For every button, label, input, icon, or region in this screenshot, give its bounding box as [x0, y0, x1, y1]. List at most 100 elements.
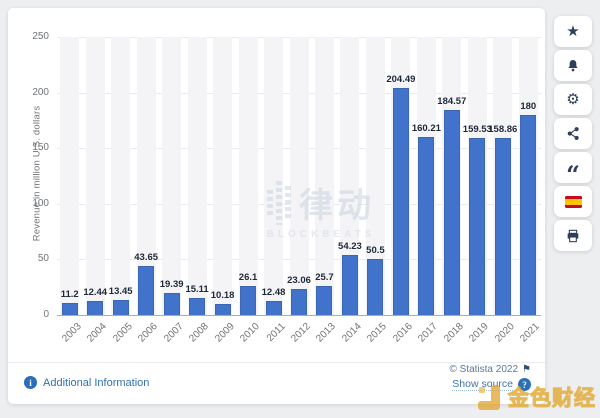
category-band [162, 37, 182, 315]
y-axis-title: Revenue in million U.S. dollars [31, 105, 43, 242]
bar-2005[interactable] [112, 300, 129, 315]
x-tick-label: 2009 [212, 321, 237, 345]
x-tick-label: 2012 [289, 321, 313, 345]
bar-2018[interactable] [443, 109, 460, 315]
bar-2021[interactable] [520, 114, 537, 315]
cite-button[interactable]: “ [554, 152, 592, 186]
bar-2004[interactable] [87, 301, 104, 315]
value-label: 15.11 [185, 284, 209, 296]
x-tick-label: 2005 [110, 321, 135, 345]
value-label: 204.49 [386, 73, 416, 85]
share-icon [567, 127, 579, 140]
x-tick-label: 2006 [136, 321, 160, 345]
y-tick-label: 50 [37, 253, 49, 265]
x-tick-label: 2008 [187, 321, 211, 345]
x-tick-label: 2019 [467, 321, 492, 345]
category-band [60, 37, 80, 315]
bar-2003[interactable] [61, 302, 78, 315]
info-icon: i [24, 376, 37, 389]
question-icon: ? [518, 378, 531, 391]
show-source-label: Show source [452, 378, 513, 391]
bar-2017[interactable] [418, 136, 435, 315]
star-icon: ★ [566, 23, 580, 40]
x-axis-line [57, 315, 541, 316]
bar-2011[interactable] [265, 301, 282, 315]
x-tick-label: 2007 [161, 321, 186, 345]
value-label: 12.48 [261, 287, 286, 299]
copyright-text: © Statista 2022 [449, 364, 519, 375]
value-label: 23.06 [287, 275, 311, 287]
bell-icon [568, 59, 578, 71]
report-flag-icon[interactable]: ⚑ [522, 364, 531, 375]
chart-card: Revenue in million U.S. dollars 0 50 100 15… [8, 8, 545, 404]
value-label: 50.5 [366, 244, 385, 256]
bar-2019[interactable] [469, 137, 486, 315]
bar-2007[interactable] [163, 293, 180, 315]
bar-2010[interactable] [240, 285, 257, 315]
value-label: 43.65 [134, 252, 159, 264]
value-label: 160.21 [411, 122, 441, 134]
x-tick-label: 2010 [238, 321, 262, 345]
print-button[interactable] [554, 220, 592, 251]
bar-2006[interactable] [138, 266, 155, 315]
y-tick-label: 0 [43, 309, 49, 320]
value-label: 11.2 [60, 288, 79, 300]
category-band [85, 37, 105, 315]
category-band [289, 37, 309, 315]
category-band [213, 37, 233, 315]
x-tick-label: 2013 [314, 321, 339, 345]
spanish-flag-icon [564, 195, 582, 208]
x-tick-label: 2016 [391, 321, 415, 345]
bar-2008[interactable] [189, 298, 206, 315]
value-label: 26.1 [238, 271, 258, 283]
x-tick-label: 2021 [518, 321, 543, 345]
share-button[interactable] [554, 118, 592, 149]
value-label: 159.53 [462, 123, 492, 135]
bar-2015[interactable] [367, 258, 384, 315]
bar-2016[interactable] [392, 87, 409, 315]
value-label: 10.18 [210, 289, 235, 301]
value-label: 25.7 [315, 272, 334, 284]
value-label: 13.45 [108, 286, 133, 298]
x-tick-label: 2018 [442, 321, 466, 345]
additional-information-link[interactable]: i Additional Information [24, 376, 149, 389]
value-label: 54.23 [338, 240, 362, 252]
bar-2009[interactable] [214, 303, 231, 315]
bar-chart-plot-area: 0 50 100 150 200 250 11.2 2003 12.44 2004 13.45 200… [32, 31, 542, 345]
category-band [264, 37, 284, 315]
category-band [136, 37, 156, 315]
category-band [365, 37, 385, 315]
y-tick-label: 150 [32, 142, 49, 154]
footer-divider [8, 362, 545, 363]
bar-2020[interactable] [494, 138, 511, 315]
settings-button[interactable]: ⚙ [554, 84, 592, 115]
notification-button[interactable] [554, 50, 592, 81]
value-label: 12.44 [83, 287, 108, 299]
value-label: 184.57 [437, 95, 467, 107]
value-label: 19.39 [159, 279, 184, 291]
bar-2012[interactable] [291, 289, 307, 315]
x-tick-label: 2011 [264, 321, 288, 344]
y-tick-label: 100 [32, 197, 49, 209]
value-label: 158.86 [488, 124, 518, 136]
category-band [238, 37, 258, 315]
x-tick-label: 2020 [493, 321, 517, 345]
x-tick-label: 2003 [60, 321, 84, 345]
category-band [111, 37, 131, 315]
category-band [187, 37, 207, 315]
x-tick-label: 2015 [365, 321, 390, 345]
x-tick-label: 2004 [85, 321, 109, 345]
chart-toolbar: ★ ⚙ “ [554, 16, 592, 251]
show-source-link[interactable]: Show source ? [452, 378, 531, 391]
additional-information-label: Additional Information [43, 376, 150, 389]
y-tick-label: 250 [32, 31, 49, 42]
x-tick-label: 2014 [340, 321, 364, 345]
bar-2014[interactable] [341, 254, 358, 315]
language-button[interactable] [554, 186, 592, 217]
favorite-button[interactable]: ★ [554, 16, 592, 47]
y-tick-label: 200 [32, 86, 49, 98]
category-band [314, 37, 334, 315]
bar-2013[interactable] [316, 286, 333, 315]
category-band [340, 37, 360, 315]
value-label: 180 [520, 100, 537, 112]
